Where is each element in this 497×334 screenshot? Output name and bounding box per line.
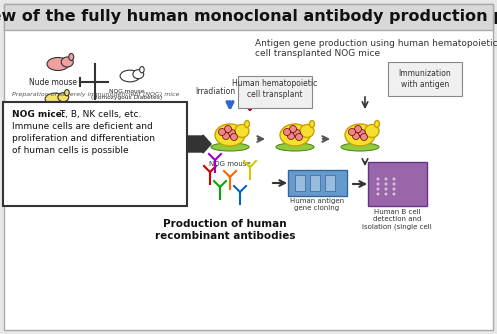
Ellipse shape bbox=[116, 131, 121, 138]
Ellipse shape bbox=[61, 57, 73, 67]
Circle shape bbox=[225, 126, 232, 133]
Circle shape bbox=[393, 192, 396, 195]
Ellipse shape bbox=[94, 135, 116, 148]
Ellipse shape bbox=[45, 93, 65, 105]
Text: Overview of the fully human monoclonal antibody production process: Overview of the fully human monoclonal a… bbox=[0, 9, 497, 24]
Circle shape bbox=[231, 134, 238, 141]
Ellipse shape bbox=[146, 109, 165, 120]
FancyArrow shape bbox=[175, 135, 211, 153]
Text: NOG-SCID mouse: NOG-SCID mouse bbox=[63, 126, 117, 131]
Text: T, B, NK cells, etc.: T, B, NK cells, etc. bbox=[57, 110, 141, 119]
Ellipse shape bbox=[104, 105, 108, 111]
Ellipse shape bbox=[215, 124, 245, 146]
Text: NOG mouse: NOG mouse bbox=[209, 161, 251, 167]
Circle shape bbox=[385, 177, 388, 180]
Ellipse shape bbox=[108, 134, 120, 144]
Text: of human cells is possible: of human cells is possible bbox=[12, 146, 129, 155]
Circle shape bbox=[223, 133, 230, 140]
Circle shape bbox=[393, 177, 396, 180]
Ellipse shape bbox=[58, 93, 69, 102]
Ellipse shape bbox=[245, 121, 249, 128]
Text: NOG mouse: NOG mouse bbox=[82, 156, 128, 162]
FancyBboxPatch shape bbox=[4, 4, 493, 30]
Circle shape bbox=[348, 129, 355, 136]
Ellipse shape bbox=[69, 53, 74, 60]
Circle shape bbox=[219, 129, 226, 136]
Ellipse shape bbox=[65, 90, 69, 96]
Text: Production of human
recombinant antibodies: Production of human recombinant antibodi… bbox=[155, 219, 295, 240]
Text: NOG mouse
(Homozygous Diabetes): NOG mouse (Homozygous Diabetes) bbox=[91, 89, 163, 100]
Circle shape bbox=[385, 187, 388, 190]
Text: Antigen gene production using human hematopoietic
cell transplanted NOG mice: Antigen gene production using human hema… bbox=[255, 39, 497, 58]
Text: Human B cell
detection and
isolation (single cell: Human B cell detection and isolation (si… bbox=[362, 209, 432, 229]
Ellipse shape bbox=[310, 121, 315, 128]
Ellipse shape bbox=[280, 124, 310, 146]
Ellipse shape bbox=[120, 70, 140, 82]
Text: NOG mice:: NOG mice: bbox=[12, 110, 66, 119]
Circle shape bbox=[377, 192, 380, 195]
Ellipse shape bbox=[365, 125, 379, 138]
Ellipse shape bbox=[164, 105, 168, 111]
Ellipse shape bbox=[235, 125, 249, 138]
FancyBboxPatch shape bbox=[368, 162, 427, 206]
FancyBboxPatch shape bbox=[4, 4, 493, 330]
Circle shape bbox=[385, 182, 388, 185]
Circle shape bbox=[352, 133, 359, 140]
FancyBboxPatch shape bbox=[288, 170, 347, 196]
Text: Cytokine Receptor Common Chain
Defective mouse: Cytokine Receptor Common Chain Defective… bbox=[90, 119, 185, 130]
FancyBboxPatch shape bbox=[388, 62, 462, 96]
Circle shape bbox=[377, 187, 380, 190]
Text: Irradiation: Irradiation bbox=[195, 87, 235, 96]
Ellipse shape bbox=[276, 143, 314, 151]
Circle shape bbox=[393, 182, 396, 185]
Circle shape bbox=[393, 187, 396, 190]
FancyBboxPatch shape bbox=[325, 175, 335, 191]
Circle shape bbox=[294, 130, 301, 137]
Ellipse shape bbox=[140, 66, 144, 73]
Text: Immune cells are deficient and: Immune cells are deficient and bbox=[12, 122, 153, 131]
Ellipse shape bbox=[85, 109, 104, 120]
Ellipse shape bbox=[375, 121, 380, 128]
Circle shape bbox=[229, 130, 236, 137]
Circle shape bbox=[377, 177, 380, 180]
Circle shape bbox=[377, 182, 380, 185]
Text: Nude mouse: Nude mouse bbox=[29, 78, 77, 87]
Circle shape bbox=[283, 129, 291, 136]
Text: Human hematopoietic
cell transplant: Human hematopoietic cell transplant bbox=[233, 79, 318, 99]
Text: Immunization
with antigen: Immunization with antigen bbox=[399, 69, 451, 89]
FancyBboxPatch shape bbox=[238, 76, 312, 108]
Ellipse shape bbox=[133, 70, 144, 79]
FancyBboxPatch shape bbox=[310, 175, 320, 191]
Circle shape bbox=[296, 134, 303, 141]
Text: Severe Complete Immunodeficiency: Severe Complete Immunodeficiency bbox=[57, 160, 153, 165]
Text: Human antigen
gene cloning: Human antigen gene cloning bbox=[290, 198, 344, 211]
Circle shape bbox=[289, 126, 297, 133]
Circle shape bbox=[385, 192, 388, 195]
Circle shape bbox=[287, 133, 295, 140]
Ellipse shape bbox=[98, 108, 108, 117]
Circle shape bbox=[354, 126, 361, 133]
Ellipse shape bbox=[341, 143, 379, 151]
Text: proliferation and differentiation: proliferation and differentiation bbox=[12, 134, 155, 143]
Ellipse shape bbox=[73, 127, 138, 162]
Ellipse shape bbox=[47, 57, 69, 70]
Circle shape bbox=[358, 130, 365, 137]
Ellipse shape bbox=[345, 124, 375, 146]
Text: SCID mouse
T(-), B(-): SCID mouse T(-), B(-) bbox=[29, 111, 71, 125]
Ellipse shape bbox=[211, 143, 249, 151]
Text: Preparation of severely immunodeficient (NOG) mice: Preparation of severely immunodeficient … bbox=[12, 92, 179, 97]
FancyBboxPatch shape bbox=[295, 175, 305, 191]
FancyBboxPatch shape bbox=[3, 102, 187, 206]
Circle shape bbox=[360, 134, 367, 141]
Ellipse shape bbox=[300, 125, 314, 138]
Ellipse shape bbox=[158, 108, 168, 117]
